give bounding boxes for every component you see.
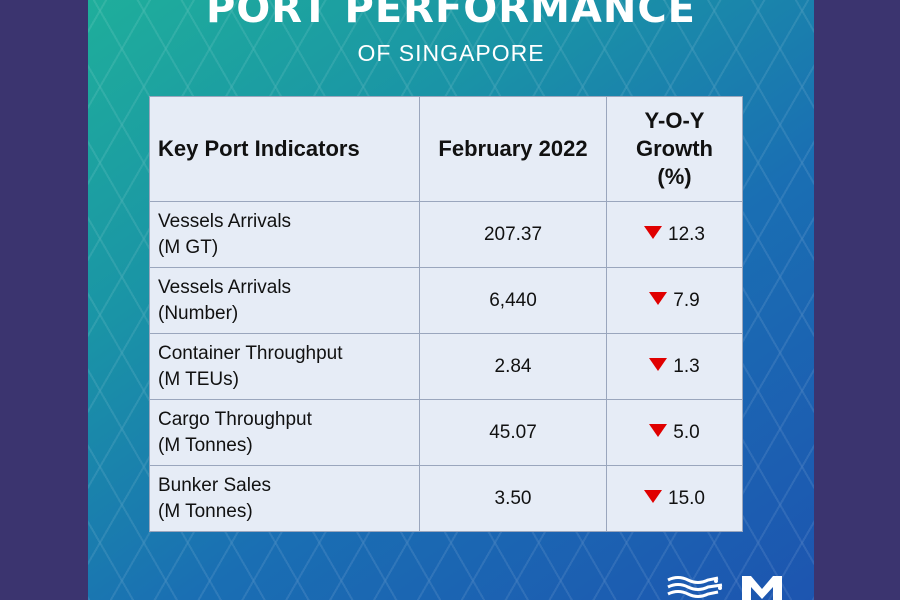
header-indicators: Key Port Indicators [149,96,420,202]
down-triangle-icon [649,423,668,437]
wave-logo-icon [667,576,723,598]
down-triangle-icon [649,291,668,305]
page-title: PORT PERFORMANCE [205,0,697,32]
growth-value: 1.3 [673,355,700,377]
indicator-cell: Bunker Sales (M Tonnes) [149,465,420,532]
indicator-value: 45.07 [419,399,607,466]
growth-cell: 7.9 [606,267,743,334]
header-period: February 2022 [419,96,607,202]
growth-cell: 15.0 [606,465,743,532]
indicator-value: 6,440 [419,267,607,334]
indicator-value: 207.37 [419,201,607,268]
indicator-unit: (M GT) [158,236,219,258]
indicator-value: 2.84 [419,333,607,400]
growth-cell: 12.3 [606,201,743,268]
growth-cell: 1.3 [606,333,743,400]
indicator-unit: (M Tonnes) [158,434,253,456]
down-triangle-icon [649,357,668,371]
indicator-value: 3.50 [419,465,607,532]
growth-value: 7.9 [673,289,700,311]
growth-value: 12.3 [668,223,705,245]
growth-value: 5.0 [673,421,700,443]
indicator-unit: (M Tonnes) [158,500,253,522]
down-triangle-icon [644,489,662,503]
indicator-unit: (M TEUs) [158,368,239,390]
indicator-name: Vessels Arrivals [158,210,292,232]
indicator-name: Cargo Throughput [158,408,312,430]
table-row: Container Throughput (M TEUs) 2.84 1.3 [149,333,743,400]
down-triangle-icon [644,225,662,239]
indicator-cell: Cargo Throughput (M Tonnes) [149,399,420,466]
indicator-name: Bunker Sales [158,474,272,496]
table-row: Vessels Arrivals (M GT) 207.37 12.3 [149,201,743,268]
table-row: Vessels Arrivals (Number) 6,440 7.9 [149,267,743,334]
indicator-cell: Vessels Arrivals (M GT) [149,201,420,268]
indicators-table: Key Port Indicators February 2022 Y-O-Y … [149,96,743,532]
m-logo-icon [742,576,782,600]
table-row: Cargo Throughput (M Tonnes) 45.07 5.0 [149,399,743,466]
indicator-name: Vessels Arrivals [158,276,292,298]
header-growth: Y-O-Y Growth (%) [606,96,743,202]
indicator-cell: Vessels Arrivals (Number) [149,267,420,334]
table-header-row: Key Port Indicators February 2022 Y-O-Y … [149,96,743,202]
infographic-panel: PORT PERFORMANCE OF SINGAPORE Key Port I… [88,0,814,600]
indicator-name: Container Throughput [158,342,343,364]
page-subtitle: OF SINGAPORE [357,40,545,66]
indicator-unit: (Number) [158,302,239,324]
indicator-cell: Container Throughput (M TEUs) [149,333,420,400]
growth-value: 15.0 [668,487,705,509]
growth-cell: 5.0 [606,399,743,466]
table-row: Bunker Sales (M Tonnes) 3.50 15.0 [149,465,743,532]
